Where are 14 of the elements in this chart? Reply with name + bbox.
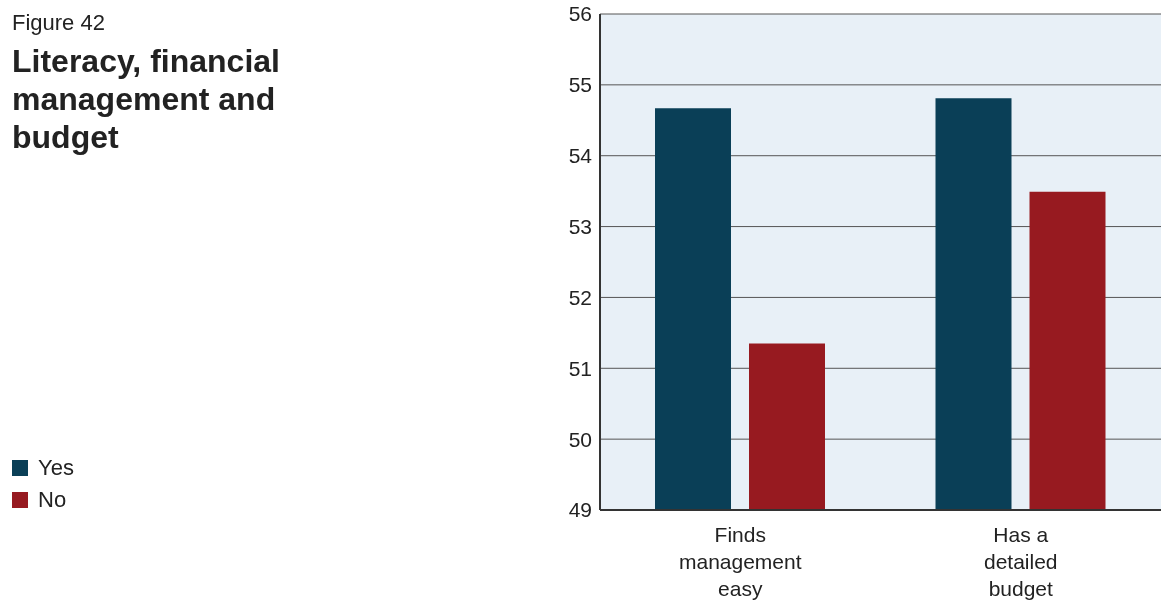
x-tick-label: Finds management easy xyxy=(678,523,802,600)
y-tick-label: 50 xyxy=(568,427,592,451)
y-tick-label: 51 xyxy=(568,356,592,380)
y-tick-label: 55 xyxy=(568,73,592,97)
legend-label: Yes xyxy=(38,455,74,481)
x-tick-label: Has a detailed budget xyxy=(983,523,1058,600)
y-tick-label: 53 xyxy=(568,215,592,239)
y-tick-label: 49 xyxy=(568,498,592,522)
y-tick-label: 52 xyxy=(568,285,592,309)
caption: Figure 42 xyxy=(12,10,105,36)
y-tick-label: 54 xyxy=(568,144,593,168)
legend-label: No xyxy=(38,487,67,513)
y-tick-label: 56 xyxy=(568,2,592,26)
text: Literacy, financial management and budget xyxy=(12,42,281,156)
